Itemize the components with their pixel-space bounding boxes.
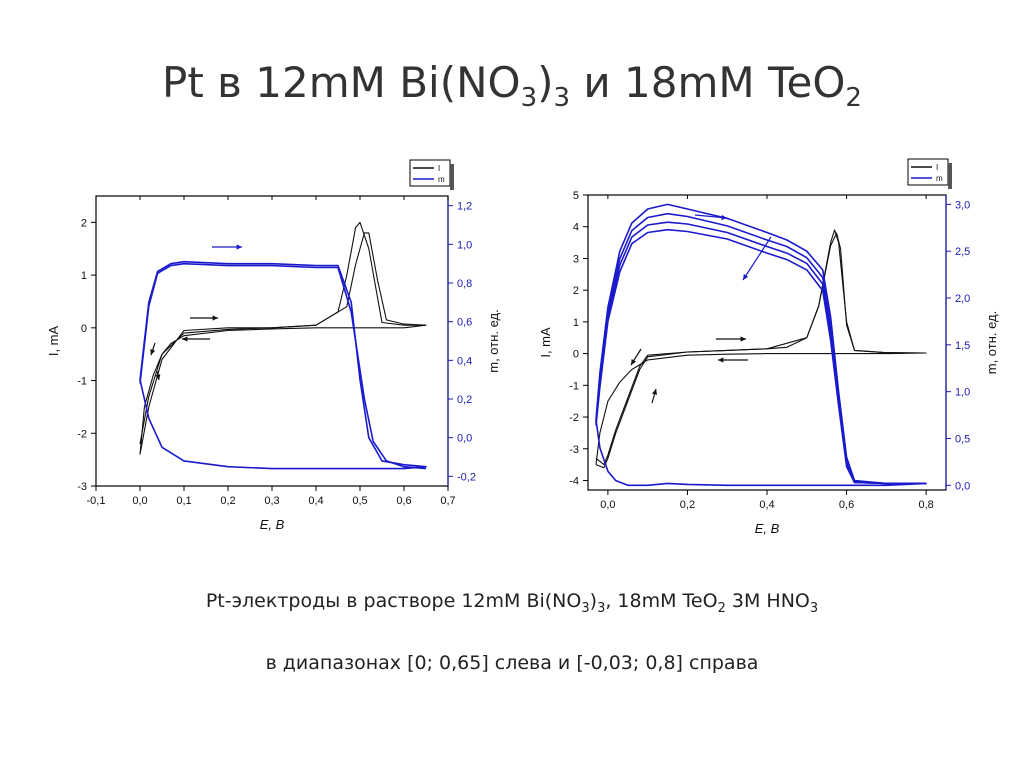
x-tick-label: 0,4 bbox=[759, 499, 774, 511]
y2-tick-label: 0,6 bbox=[457, 317, 472, 329]
y-axis-label: I, mA bbox=[46, 326, 61, 357]
series-line-m-2 bbox=[595, 203, 927, 487]
title-sub: 3 bbox=[520, 83, 538, 113]
y-tick-label: -1 bbox=[569, 380, 579, 392]
x-tick-label: 0,4 bbox=[308, 495, 323, 507]
x-tick-label: 0,3 bbox=[264, 495, 279, 507]
y2-tick-label: -0,2 bbox=[457, 471, 476, 483]
y2-tick-label: 2,5 bbox=[955, 246, 970, 258]
x-tick-label: 0,8 bbox=[918, 499, 933, 511]
y2-tick-label: 1,2 bbox=[457, 201, 472, 213]
plot-frame bbox=[95, 195, 449, 487]
x-tick-label: 0,0 bbox=[132, 495, 147, 507]
y2-tick-label: 0,0 bbox=[955, 480, 970, 492]
direction-arrowhead bbox=[155, 374, 161, 380]
y2-tick-label: 1,5 bbox=[955, 340, 970, 352]
direction-arrowhead bbox=[212, 315, 218, 321]
y2-tick-label: 1,0 bbox=[955, 387, 970, 399]
x-tick-label: 0,6 bbox=[396, 495, 411, 507]
direction-arrowhead bbox=[182, 336, 188, 342]
direction-arrowhead bbox=[718, 357, 724, 363]
x-tick-label: -0,1 bbox=[87, 495, 106, 507]
caption-sub: 3 bbox=[597, 601, 606, 616]
y-axis-label: I, mA bbox=[538, 327, 553, 358]
y2-tick-label: 0,2 bbox=[457, 394, 472, 406]
y-tick-label: -2 bbox=[569, 412, 579, 424]
y-tick-label: 1 bbox=[81, 270, 87, 282]
direction-arrow bbox=[742, 236, 772, 281]
y2-tick-label: 1,0 bbox=[457, 239, 472, 251]
direction-arrowhead bbox=[743, 274, 749, 280]
caption-part: ) bbox=[589, 590, 598, 612]
y-tick-label: -2 bbox=[77, 428, 87, 440]
y2-axis-label: m, отн. ед. bbox=[486, 309, 501, 373]
y2-tick-label: 3,0 bbox=[955, 199, 970, 211]
caption-line-2: в диапазонах [0; 0,65] слева и [-0,03; 0… bbox=[265, 652, 759, 674]
series-line-m-2 bbox=[139, 260, 427, 470]
series-line-I-1 bbox=[139, 232, 427, 444]
caption-part: 3M HNO bbox=[725, 590, 810, 612]
legend-label: I bbox=[936, 163, 938, 172]
series-line-I-0 bbox=[139, 221, 427, 455]
slide-title: Pt в 12mM Bi(NO3)3 и 18mM TeO2 bbox=[0, 58, 1024, 111]
title-part: ) bbox=[537, 58, 554, 107]
legend-shadow bbox=[948, 163, 952, 189]
x-axis-label: E, В bbox=[260, 517, 285, 532]
x-axis-label: E, В bbox=[755, 521, 780, 536]
y2-tick-label: 0,5 bbox=[955, 433, 970, 445]
legend-shadow bbox=[450, 164, 454, 190]
x-tick-label: 0,2 bbox=[220, 495, 235, 507]
x-tick-label: 0,6 bbox=[839, 499, 854, 511]
y-tick-label: 2 bbox=[573, 285, 579, 297]
y2-tick-label: 0,0 bbox=[457, 433, 472, 445]
y-tick-label: -3 bbox=[569, 444, 579, 456]
caption-sub: 3 bbox=[809, 601, 819, 616]
caption-part: , 18mM TeO bbox=[605, 590, 718, 612]
direction-arrowhead bbox=[236, 244, 242, 250]
legend-label: m bbox=[936, 174, 943, 183]
series-line-I-1 bbox=[595, 232, 927, 466]
direction-arrowhead bbox=[740, 336, 746, 342]
y-tick-label: 5 bbox=[573, 190, 579, 202]
y-tick-label: 3 bbox=[573, 253, 579, 265]
y-tick-label: 1 bbox=[573, 317, 579, 329]
chart-right: 0,0 0,2 0,4 0,6 0,8 -4 -3 -2 -1 0 1 2 3 4 5 0,0 0,5 1,0 1,… bbox=[538, 158, 999, 536]
title-part: Pt в 12mM Bi(NO bbox=[162, 58, 521, 107]
title-sub: 2 bbox=[845, 83, 862, 113]
chart-left: -0,1 0,0 0,1 0,2 0,3 0,4 0,5 0,6 0,7 -3 -2 -1 0 1 2 -0,… bbox=[46, 159, 501, 532]
x-tick-label: 0,0 bbox=[600, 499, 615, 511]
direction-arrowhead bbox=[721, 214, 727, 221]
y-tick-label: 0 bbox=[573, 349, 579, 361]
caption-sub: 2 bbox=[717, 601, 726, 616]
direction-arrowhead bbox=[150, 349, 156, 355]
direction-arrowhead bbox=[652, 389, 658, 395]
y-tick-label: -3 bbox=[77, 481, 87, 493]
caption-part: Pt-электроды в растворе 12mM Bi(NO bbox=[205, 590, 582, 612]
y2-tick-label: 0,8 bbox=[457, 278, 472, 290]
series-line-I-0 bbox=[595, 229, 927, 469]
y-tick-label: 4 bbox=[573, 222, 579, 234]
series-line-m-5 bbox=[595, 228, 927, 485]
y-tick-label: 2 bbox=[81, 217, 87, 229]
y-tick-label: -4 bbox=[569, 475, 579, 487]
title-part: и 18mM TeO bbox=[570, 58, 846, 107]
x-tick-label: 0,2 bbox=[680, 499, 695, 511]
y-tick-label: -1 bbox=[77, 376, 87, 388]
direction-arrowhead bbox=[631, 359, 637, 365]
x-tick-label: 0,5 bbox=[352, 495, 367, 507]
caption-line-1: Pt-электроды в растворе 12mM Bi(NO3)3, 1… bbox=[0, 590, 1024, 615]
y2-tick-label: 2,0 bbox=[955, 293, 970, 305]
y-tick-label: 0 bbox=[81, 323, 87, 335]
title-sub: 3 bbox=[553, 83, 571, 113]
legend-label: I bbox=[438, 164, 440, 173]
x-tick-label: 0,1 bbox=[176, 495, 191, 507]
series-line-m-3 bbox=[139, 262, 427, 470]
caption-sub: 3 bbox=[581, 601, 590, 616]
series-line-m-4 bbox=[595, 221, 927, 485]
y2-tick-label: 0,4 bbox=[457, 355, 472, 367]
x-tick-label: 0,7 bbox=[440, 495, 455, 507]
y2-axis-label: m, отн. ед. bbox=[984, 311, 999, 375]
legend-label: m bbox=[438, 175, 445, 184]
